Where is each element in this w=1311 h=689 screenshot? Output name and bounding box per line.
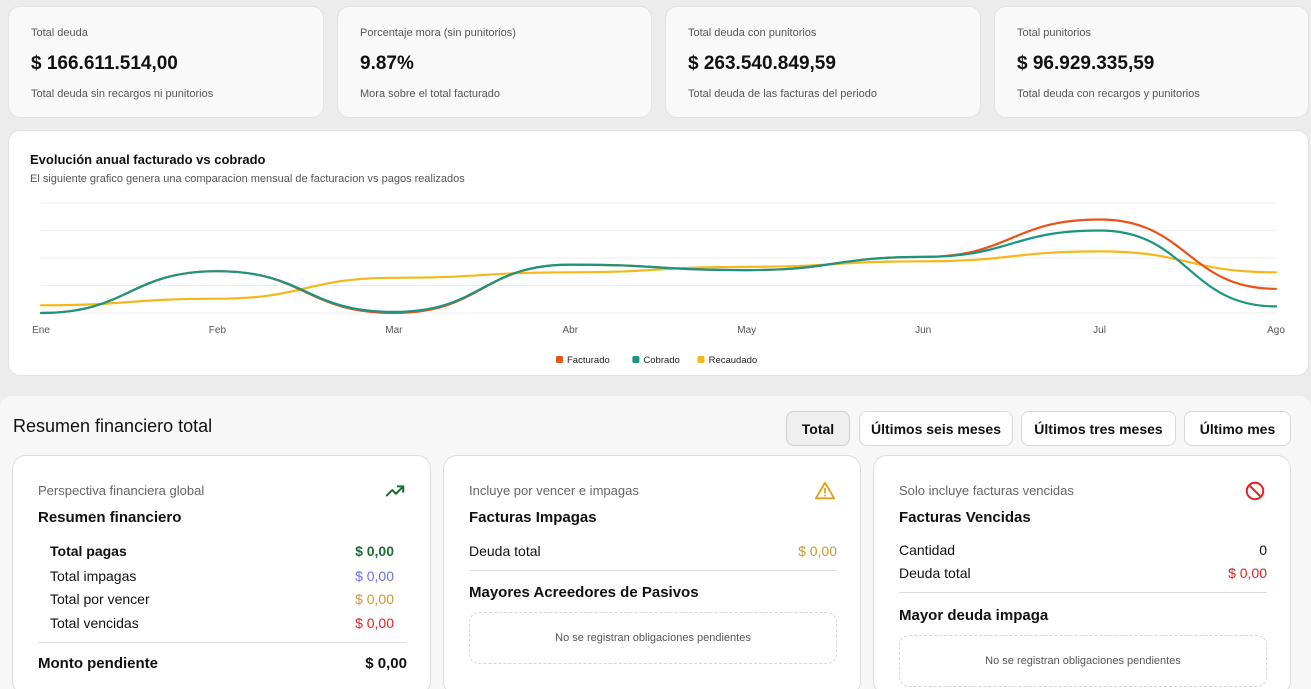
- kpi-label: Porcentaje mora (sin punitorios): [360, 27, 516, 39]
- panel-title: Facturas Vencidas: [899, 509, 1031, 526]
- section-title: Resumen financiero total: [13, 416, 213, 436]
- chart-card: Ene Feb Mar Abr May Jun Jul Ago Facturado Cobrado…: [8, 130, 1309, 376]
- row-amount: $ 0,00: [1228, 565, 1267, 581]
- kpi-value: $ 166.611.514,00: [31, 53, 178, 74]
- kpi-subtext: Total deuda con recargos y punitorios: [1017, 88, 1200, 100]
- kpi-subtext: Total deuda sin recargos ni punitorios: [31, 88, 214, 100]
- panel-overdue-invoices: Solo incluye facturas vencidas Facturas …: [873, 455, 1291, 689]
- row-label: Total pagas: [50, 543, 127, 559]
- panel-tag: Solo incluye facturas vencidas: [899, 483, 1074, 498]
- legend-swatch: [697, 356, 705, 363]
- row-amount: $ 0,00: [355, 543, 394, 559]
- kpi-card-deuda-punitorios: Total deuda con punitorios $ 263.540.849…: [665, 6, 981, 118]
- kpi-subtext: Total deuda de las facturas del periodo: [688, 88, 877, 100]
- x-tick-label: Ago: [1267, 325, 1285, 336]
- legend-label[interactable]: Cobrado: [643, 355, 679, 366]
- series-line-cobrado[interactable]: [39, 229, 1278, 315]
- row-total-por-vencer: Total por vencer $ 0,00: [50, 591, 394, 607]
- divider: [899, 592, 1267, 593]
- row-amount: $ 0,00: [798, 543, 837, 559]
- panel-title: Facturas Impagas: [469, 509, 597, 526]
- x-tick-label: Ene: [32, 325, 50, 336]
- kpi-card-porcentaje-mora: Porcentaje mora (sin punitorios) 9.87% M…: [337, 6, 652, 118]
- chart-subtitle: El siguiente grafico genera una comparac…: [30, 173, 465, 185]
- panel-unpaid-invoices: Incluye por vencer e impagas Facturas Im…: [443, 455, 861, 689]
- divider: [469, 570, 837, 571]
- x-tick-label: Feb: [209, 325, 227, 336]
- row-deuda-total: Deuda total $ 0,00: [469, 543, 837, 559]
- row-amount: $ 0,00: [355, 568, 394, 584]
- row-total-impagas: Total impagas $ 0,00: [50, 568, 394, 584]
- legend-label[interactable]: Facturado: [567, 355, 610, 366]
- row-deuda-total: Deuda total $ 0,00: [899, 565, 1267, 581]
- panel-subtitle: Mayor deuda impaga: [899, 607, 1049, 624]
- panel-financial-summary: Perspectiva financiera global Resumen fi…: [12, 455, 431, 689]
- row-cantidad: Cantidad 0: [899, 542, 1267, 558]
- panel-tag: Incluye por vencer e impagas: [469, 483, 639, 498]
- x-tick-label: Mar: [385, 325, 403, 336]
- kpi-subtext: Mora sobre el total facturado: [360, 88, 501, 100]
- chart-title: Evolución anual facturado vs cobrado: [30, 152, 266, 167]
- legend-swatch: [632, 356, 640, 363]
- x-tick-label: Jun: [915, 325, 931, 336]
- row-total-vencidas: Total vencidas $ 0,00: [50, 615, 394, 631]
- row-amount: $ 0,00: [365, 655, 407, 672]
- row-monto-pendiente: Monto pendiente $ 0,00: [38, 655, 407, 672]
- kpi-label: Total deuda con punitorios: [688, 27, 817, 39]
- row-label: Cantidad: [899, 542, 956, 558]
- panel-title: Resumen financiero: [38, 509, 182, 526]
- panel-subtitle: Mayores Acreedores de Pasivos: [469, 584, 699, 601]
- filter-three-months-button[interactable]: Últimos tres meses: [1021, 411, 1176, 446]
- empty-state: No se registran obligaciones pendientes: [899, 635, 1267, 687]
- panel-tag: Perspectiva financiera global: [38, 483, 205, 498]
- kpi-card-total-punitorios: Total punitorios $ 96.929.335,59 Total d…: [994, 6, 1309, 118]
- row-amount: $ 0,00: [355, 615, 394, 631]
- row-label: Total vencidas: [50, 615, 139, 631]
- x-tick-label: Jul: [1093, 325, 1106, 336]
- summary-section: Resumen financiero total Total Últimos s…: [0, 396, 1311, 689]
- row-total-pagas: Total pagas $ 0,00: [50, 543, 394, 559]
- filter-total-button[interactable]: Total: [786, 411, 850, 446]
- row-label: Monto pendiente: [38, 655, 158, 672]
- filter-six-months-button[interactable]: Últimos seis meses: [859, 411, 1013, 446]
- divider: [38, 642, 407, 643]
- row-label: Deuda total: [899, 565, 971, 581]
- filter-last-month-button[interactable]: Último mes: [1184, 411, 1291, 446]
- warning-icon: [814, 481, 836, 500]
- kpi-label: Total deuda: [31, 27, 88, 39]
- kpi-value: $ 96.929.335,59: [1017, 53, 1155, 74]
- forbidden-icon: [1245, 481, 1265, 501]
- row-amount: $ 0,00: [355, 591, 394, 607]
- kpi-label: Total punitorios: [1017, 27, 1091, 39]
- row-label: Total impagas: [50, 568, 137, 584]
- row-label: Total por vencer: [50, 591, 150, 607]
- kpi-card-total-deuda: Total deuda $ 166.611.514,00 Total deuda…: [8, 6, 324, 118]
- row-amount: 0: [1259, 542, 1267, 558]
- legend-swatch: [556, 356, 563, 363]
- x-tick-label: May: [737, 325, 756, 336]
- trending-up-icon: [385, 485, 405, 497]
- empty-state: No se registran obligaciones pendientes: [469, 612, 837, 664]
- kpi-value: 9.87%: [360, 53, 414, 74]
- legend-label[interactable]: Recaudado: [709, 355, 758, 366]
- kpi-value: $ 263.540.849,59: [688, 53, 836, 74]
- line-chart: Ene Feb Mar Abr May Jun Jul Ago Facturado Cobrado…: [32, 202, 1285, 366]
- row-label: Deuda total: [469, 543, 541, 559]
- x-tick-label: Abr: [563, 325, 579, 336]
- series-line-recaudado[interactable]: [39, 250, 1278, 307]
